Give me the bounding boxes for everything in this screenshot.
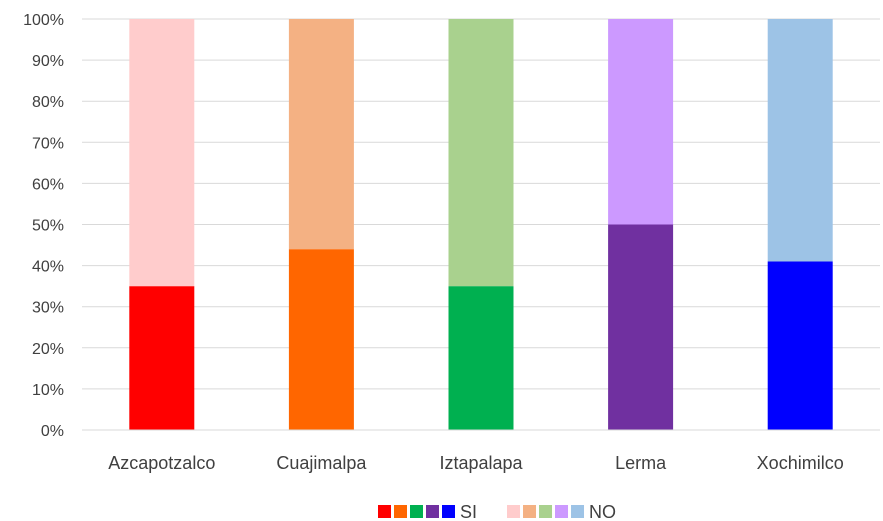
y-tick-label: 40% bbox=[32, 259, 64, 276]
legend-label-no: NO bbox=[589, 502, 616, 521]
legend-swatch bbox=[539, 505, 553, 518]
x-category-label: Azcapotzalco bbox=[108, 453, 215, 473]
bar-no-xochimilco bbox=[767, 19, 833, 262]
bar-no-cuajimalpa bbox=[288, 19, 354, 250]
y-tick-label: 60% bbox=[32, 176, 64, 193]
y-tick-label: 50% bbox=[32, 218, 64, 235]
y-tick-label: 0% bbox=[41, 423, 64, 440]
legend: SI NO bbox=[378, 502, 616, 521]
bar-si-azcapotzalco bbox=[129, 286, 195, 430]
legend-swatch bbox=[426, 505, 439, 518]
x-axis-category-labels: Azcapotzalco Cuajimalpa Iztapalapa Lerma Xoc… bbox=[108, 453, 843, 473]
y-tick-label: 20% bbox=[32, 341, 64, 358]
legend-swatch bbox=[378, 505, 391, 518]
legend-swatch bbox=[571, 505, 585, 518]
bar-si-iztapalapa bbox=[448, 286, 514, 430]
bar-si-xochimilco bbox=[767, 261, 833, 430]
legend-swatch bbox=[507, 505, 521, 518]
y-axis-tick-labels: 0% 10% 20% 30% 40% 50% 60% 70% 80% 90% 100% bbox=[23, 12, 64, 440]
legend-label-si: SI bbox=[460, 502, 477, 521]
y-tick-label: 100% bbox=[23, 12, 64, 29]
y-tick-label: 80% bbox=[32, 94, 64, 111]
x-category-label: Lerma bbox=[615, 453, 667, 473]
y-tick-label: 90% bbox=[32, 53, 64, 70]
bar-no-lerma bbox=[608, 19, 674, 225]
bar-si-cuajimalpa bbox=[288, 249, 354, 430]
legend-swatch bbox=[410, 505, 423, 518]
x-category-label: Xochimilco bbox=[757, 453, 844, 473]
legend-swatch bbox=[394, 505, 407, 518]
bar-si-lerma bbox=[608, 224, 674, 430]
bar-no-iztapalapa bbox=[448, 19, 514, 287]
legend-swatch bbox=[523, 505, 537, 518]
x-category-label: Iztapalapa bbox=[439, 453, 523, 473]
y-tick-label: 70% bbox=[32, 135, 64, 152]
y-tick-label: 30% bbox=[32, 300, 64, 317]
legend-swatch bbox=[442, 505, 455, 518]
legend-swatch bbox=[555, 505, 569, 518]
bar-no-azcapotzalco bbox=[129, 19, 195, 287]
x-category-label: Cuajimalpa bbox=[276, 453, 367, 473]
bars bbox=[129, 19, 833, 430]
y-tick-label: 10% bbox=[32, 382, 64, 399]
